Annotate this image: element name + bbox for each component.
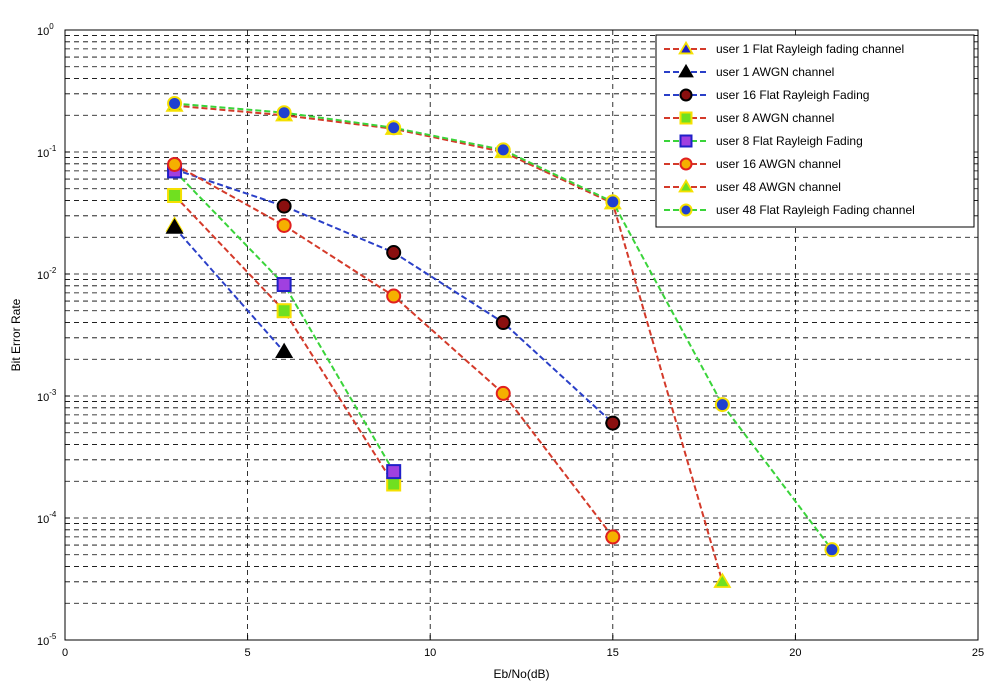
tick-labels: 0 5 10 15 20 25 100 10-1 10-2 10-3 10-4 10-5 xyxy=(37,22,984,659)
y-axis-label: Bit Error Rate xyxy=(9,298,23,371)
data-point xyxy=(275,342,294,359)
legend-item: user 16 AWGN channel xyxy=(664,157,841,171)
series-line xyxy=(173,226,285,353)
x-tick-label: 10 xyxy=(424,647,436,659)
series-line xyxy=(174,104,724,583)
legend-marker xyxy=(679,203,693,217)
x-axis-label: Eb/No(dB) xyxy=(493,667,549,681)
series-8 xyxy=(167,95,840,558)
y-tick-label: 10-2 xyxy=(37,266,57,282)
data-point xyxy=(386,476,402,492)
data-point xyxy=(165,218,184,234)
legend-marker xyxy=(679,88,693,102)
data-point xyxy=(605,194,621,210)
legend-box xyxy=(655,34,975,228)
legend-item: user 48 Flat Rayleigh Fading channel xyxy=(664,203,915,217)
series-layer xyxy=(165,95,840,588)
x-tick-label: 20 xyxy=(789,647,801,659)
y-tick-label: 10-4 xyxy=(37,510,57,526)
data-point xyxy=(605,415,621,431)
series-2 xyxy=(165,218,294,359)
y-tick-label: 10-1 xyxy=(37,144,57,160)
data-point xyxy=(824,542,840,558)
legend: user 1 Flat Rayleigh fading channel user … xyxy=(655,34,975,228)
legend-label: user 48 Flat Rayleigh Fading channel xyxy=(716,203,915,217)
legend-label: user 16 Flat Rayleigh Fading xyxy=(716,88,869,102)
data-point xyxy=(276,277,292,293)
plot-frame xyxy=(64,29,979,641)
data-point xyxy=(495,385,511,401)
legend-marker xyxy=(678,63,694,78)
x-tick-label: 15 xyxy=(607,647,619,659)
data-point xyxy=(167,187,183,203)
y-tick-label: 100 xyxy=(37,22,54,38)
legend-label: user 16 AWGN channel xyxy=(716,157,841,171)
legend-label: user 1 AWGN channel xyxy=(716,65,834,79)
legend-marker xyxy=(679,134,693,148)
x-tick-label: 0 xyxy=(62,647,68,659)
legend-marker xyxy=(679,111,693,125)
data-point xyxy=(386,120,402,136)
x-tick-label: 25 xyxy=(972,647,984,659)
data-point xyxy=(167,95,183,111)
data-point xyxy=(386,288,402,304)
data-point xyxy=(276,303,292,319)
data-point xyxy=(495,315,511,331)
data-point xyxy=(167,156,183,172)
x-tick-label: 5 xyxy=(245,647,251,659)
data-point xyxy=(605,529,621,545)
series-4 xyxy=(167,187,402,492)
data-point xyxy=(714,397,730,413)
legend-item: user 1 AWGN channel xyxy=(664,63,834,79)
data-point xyxy=(386,464,402,480)
legend-marker xyxy=(679,157,693,171)
legend-item: user 8 AWGN channel xyxy=(664,111,834,125)
legend-label: user 1 Flat Rayleigh fading channel xyxy=(716,42,904,56)
data-point xyxy=(276,198,292,214)
data-point xyxy=(276,217,292,233)
legend-marker xyxy=(678,178,694,193)
data-point xyxy=(495,142,511,158)
legend-label: user 48 AWGN channel xyxy=(716,180,841,194)
legend-item: user 8 Flat Rayleigh Fading xyxy=(664,134,863,148)
y-tick-label: 10-5 xyxy=(37,632,57,648)
y-tick-label: 10-3 xyxy=(37,388,57,404)
legend-marker xyxy=(678,40,694,55)
series-6 xyxy=(167,156,621,545)
legend-label: user 8 Flat Rayleigh Fading xyxy=(716,134,863,148)
data-point xyxy=(276,105,292,121)
legend-label: user 8 AWGN channel xyxy=(716,111,834,125)
data-point xyxy=(713,572,732,588)
data-point xyxy=(386,245,402,261)
legend-item: user 16 Flat Rayleigh Fading xyxy=(664,88,869,102)
legend-item: user 48 AWGN channel xyxy=(664,178,841,194)
legend-item: user 1 Flat Rayleigh fading channel xyxy=(664,40,904,56)
